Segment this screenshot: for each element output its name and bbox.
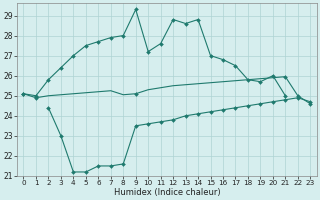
X-axis label: Humidex (Indice chaleur): Humidex (Indice chaleur) bbox=[114, 188, 220, 197]
